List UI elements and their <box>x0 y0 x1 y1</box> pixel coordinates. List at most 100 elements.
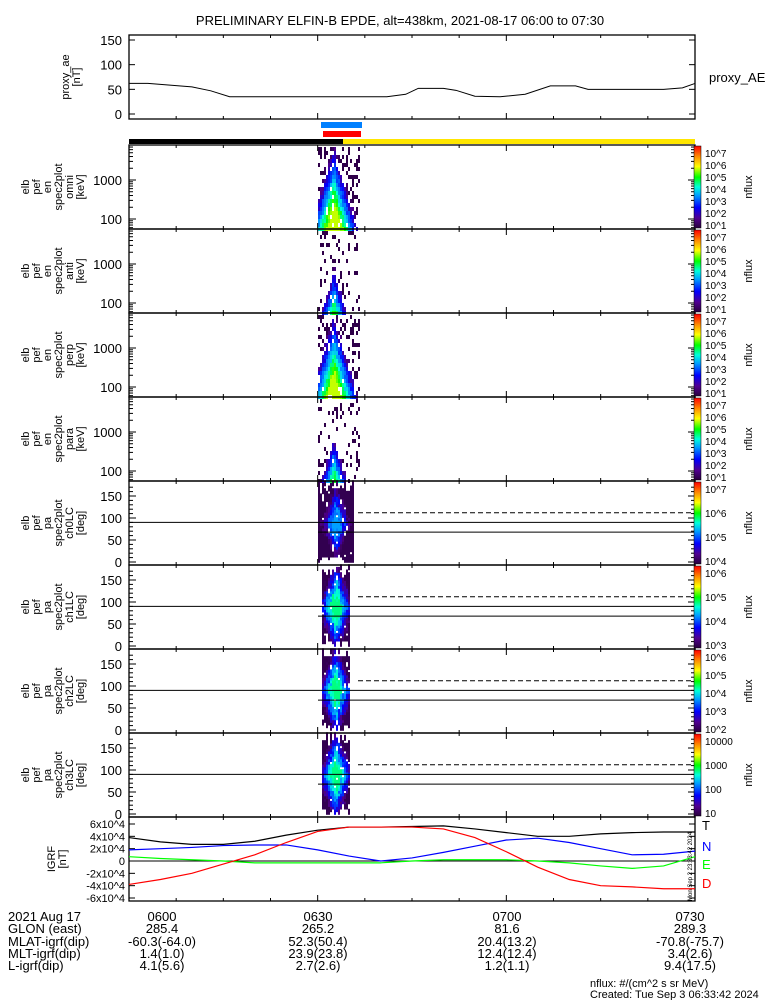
spectrogram-cell <box>350 411 352 415</box>
spectrogram-cell <box>346 155 348 159</box>
spectrogram-cell <box>328 411 330 415</box>
spectrogram-cell <box>320 203 322 207</box>
colorbar-label: nflux <box>743 511 755 535</box>
spectrogram-cell <box>346 387 348 391</box>
spectrogram-cell <box>340 363 342 367</box>
spectrogram-cell <box>338 371 340 375</box>
spectrogram-cell <box>346 159 348 163</box>
spectrogram-cell <box>328 299 330 303</box>
spectrogram-cell <box>340 367 342 371</box>
spectrogram-cell <box>330 656 332 663</box>
y-tick-label: 100 <box>100 464 122 479</box>
spectrogram-cell <box>350 223 352 227</box>
spectrogram-cell <box>346 761 348 768</box>
y-axis-label: pef <box>31 262 43 278</box>
spectrogram-cell <box>346 195 348 199</box>
spectrogram-cell <box>342 355 344 359</box>
spectrogram-cell <box>328 387 330 391</box>
y-tick-label: 100 <box>100 58 122 73</box>
spectrogram-cell <box>322 355 324 359</box>
energy-spectrogram-panel <box>128 396 696 482</box>
spectrogram-cell <box>328 183 330 187</box>
spectrogram-cell <box>318 459 320 463</box>
colorbar-tick-label: 10^4 <box>705 557 727 568</box>
spectrogram-cell <box>332 511 334 518</box>
spectrogram-cell <box>332 275 334 279</box>
y-tick-label: 0 <box>115 555 122 570</box>
spectrogram-cell <box>346 259 348 263</box>
spectrogram-cell <box>344 387 346 391</box>
spectrogram-cell <box>324 147 326 151</box>
spectrogram-cell <box>330 475 332 479</box>
spectrogram-cell <box>336 737 338 744</box>
spectrogram-cell <box>358 327 360 331</box>
spectrogram-cell <box>326 769 328 776</box>
y-tick-label: 50 <box>108 82 122 97</box>
spectrogram-cell <box>322 243 324 247</box>
spectrogram-cell <box>338 708 340 715</box>
spectrogram-cell <box>332 199 334 203</box>
spectrogram-cell <box>342 155 344 159</box>
spectrogram-cell <box>358 307 360 311</box>
colorbar-label: nflux <box>743 175 755 199</box>
spectrogram-cell <box>342 606 344 613</box>
spectrogram-cell <box>338 351 340 355</box>
spectrogram-cell <box>338 748 340 755</box>
spectrogram-cell <box>324 155 326 159</box>
spectrogram-cell <box>352 379 354 383</box>
spectrogram-cell <box>338 207 340 211</box>
y-axis-label: pef <box>31 682 43 698</box>
spectrogram-cell <box>336 215 338 219</box>
spectrogram-cell <box>318 215 320 219</box>
spectrogram-cell <box>332 171 334 175</box>
spectrogram-cell <box>334 303 336 307</box>
colorbar <box>693 397 702 481</box>
spectrogram-cell <box>318 480 320 487</box>
spectrogram-cell <box>328 475 330 479</box>
spectrogram-cell <box>326 551 328 558</box>
spectrogram-cell <box>340 661 342 668</box>
spectrogram-cell <box>336 187 338 191</box>
spectrogram-cell <box>322 191 324 195</box>
spectrogram-cell <box>348 191 350 195</box>
spectrogram-cell <box>342 147 344 151</box>
spectrogram-cell <box>344 656 346 663</box>
spectrogram-cell <box>350 371 352 375</box>
spectrogram-cell <box>330 363 332 367</box>
spectrogram-cell <box>348 693 350 700</box>
spectrogram-cell <box>348 614 350 621</box>
spectrogram-cell <box>334 387 336 391</box>
spectrogram-cell <box>330 463 332 467</box>
y-axis-label: elb <box>20 768 32 783</box>
spectrogram-cell <box>328 582 330 589</box>
spectrogram-cell <box>338 355 340 359</box>
colorbar-tick-label: 10^6 <box>705 509 727 520</box>
y-axis-label: en <box>42 433 54 445</box>
spectrogram-cell <box>336 359 338 363</box>
spectrogram-cell <box>342 195 344 199</box>
y-axis-label: pa <box>42 516 54 529</box>
spectrogram-cell <box>328 243 330 247</box>
spectrogram-cell <box>336 506 338 513</box>
spectrogram-cell <box>332 475 334 479</box>
colorbar-tick-label: 10^7 <box>705 317 727 328</box>
time-axis-value: 0700 <box>493 909 522 924</box>
spectrogram-cell <box>330 387 332 391</box>
spectrogram-cell <box>332 451 334 455</box>
spectrogram-cell <box>348 387 350 391</box>
spectrogram-cell <box>320 299 322 303</box>
spectrogram-cell <box>348 247 350 251</box>
spectrogram-cell <box>332 351 334 355</box>
spectrogram-cell <box>320 283 322 287</box>
spectrogram-cell <box>324 327 326 331</box>
pitch-angle-spectrogram-panel <box>128 480 696 566</box>
spectrogram-cell <box>330 291 332 295</box>
spectrogram-cell <box>322 488 324 495</box>
spectrogram-cell <box>340 191 342 195</box>
spectrogram-cell <box>322 708 324 715</box>
y-axis-label: ch2LC <box>64 675 76 707</box>
spectrogram-cell <box>318 439 320 443</box>
colorbar-tick-label: 10^4 <box>705 689 727 700</box>
colorbar-tick-label: 10^7 <box>705 401 727 412</box>
spectrogram-cell <box>336 632 338 639</box>
